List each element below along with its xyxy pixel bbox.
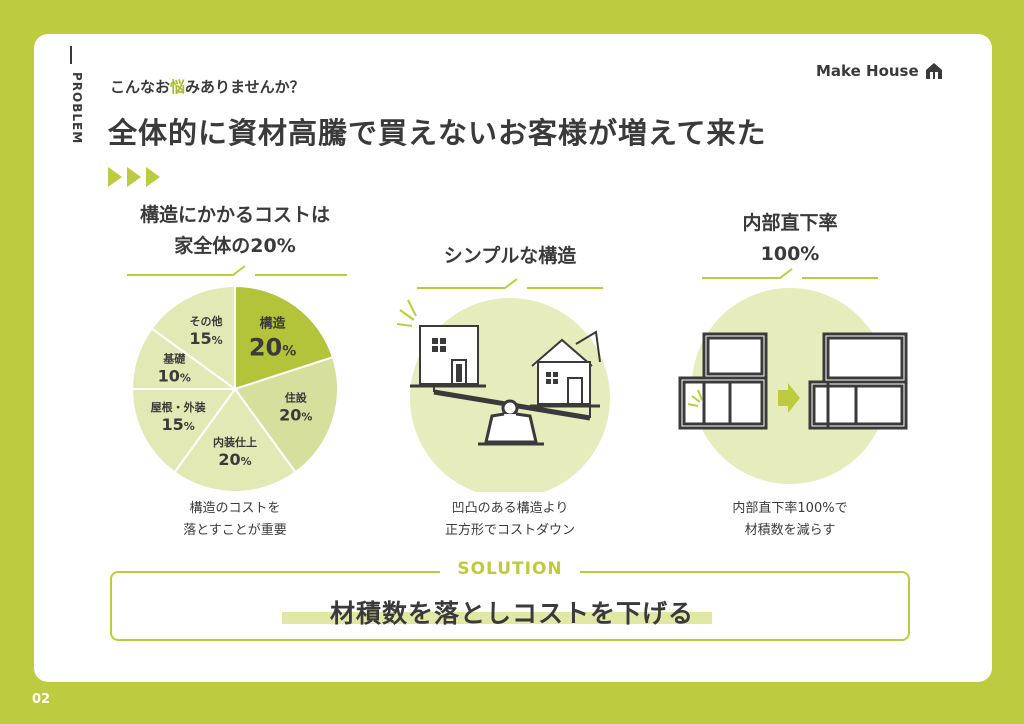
pie-slice-2 <box>173 387 297 493</box>
section-label: PROBLEM <box>70 72 84 145</box>
frame-before-icon <box>678 332 768 430</box>
triple-arrow-icon <box>108 167 160 187</box>
pie-value-3: 15% <box>161 415 194 434</box>
column-1-heading-line1: 構造にかかるコストは <box>139 204 330 226</box>
page-title: 全体的に資材高騰で買えないお客様が増えて来た <box>108 116 767 150</box>
column-3-illustration <box>678 288 908 484</box>
column-1-heading-underline <box>127 265 347 276</box>
column-1-heading: 構造にかかるコストは 家全体の20% <box>100 200 370 262</box>
solution-text: 材積数を落としコストを下げる <box>329 599 694 628</box>
column-3-caption: 内部直下率100%で 材積数を減らす <box>690 498 890 542</box>
pie-slice-1 <box>233 355 339 474</box>
balance-scale-icon <box>396 298 610 492</box>
pie-slice-0 <box>234 284 335 391</box>
pie-label-0: 構造 <box>260 315 287 331</box>
pie-value-5: 15% <box>189 329 222 348</box>
brand-logo: Make House <box>816 62 944 80</box>
solution-highlight <box>282 612 712 624</box>
column-2-heading: シンプルな構造 <box>390 241 630 272</box>
box-house-icon <box>419 325 479 385</box>
column-3-heading: 内部直下率 100% <box>690 208 890 270</box>
pie-slice-3 <box>130 388 237 474</box>
column-2-heading-underline <box>417 278 603 289</box>
pie-label-1: 住設 <box>285 391 308 405</box>
subtitle-highlight: 悩 <box>170 78 186 96</box>
pie-value-1: 20% <box>279 406 312 425</box>
column-2-caption-line1: 凹凸のある構造より <box>451 501 569 516</box>
page-number: 02 <box>32 692 51 707</box>
subtitle-after: みありませんか？ <box>185 78 305 96</box>
pie-slice-5 <box>150 284 236 391</box>
section-divider <box>70 46 72 64</box>
column-2-caption: 凹凸のある構造より 正方形でコストダウン <box>400 498 620 542</box>
column-2-caption-line2: 正方形でコストダウン <box>444 523 575 538</box>
page-subtitle: こんなお悩みありませんか？ <box>110 76 305 97</box>
pie-label-5: その他 <box>190 314 223 328</box>
column-1-caption: 構造のコストを 落とすことが重要 <box>140 498 330 542</box>
column-3-heading-line1: 内部直下率 <box>742 212 838 234</box>
column-1-heading-line2: 家全体の20% <box>174 235 296 257</box>
column-1-caption-line1: 構造のコストを <box>189 501 281 516</box>
pie-value-4: 10% <box>158 366 191 385</box>
pie-label-3: 屋根・外装 <box>151 400 206 414</box>
column-3-heading-line2: 100% <box>760 243 820 265</box>
column-3-heading-underline <box>702 268 878 279</box>
house-logo-icon <box>925 63 942 79</box>
subtitle-before: こんなお <box>110 78 171 96</box>
pie-value-0: 20% <box>249 333 296 361</box>
solution-label: SOLUTION <box>440 559 580 579</box>
column-2-heading-line1: シンプルな構造 <box>443 245 577 267</box>
column-1-caption-line2: 落とすことが重要 <box>183 523 287 538</box>
pie-value-2: 20% <box>218 450 251 469</box>
gable-house-icon <box>531 330 601 405</box>
right-arrow-icon <box>778 383 800 413</box>
brand-name: Make House <box>816 62 919 80</box>
column-3-caption-line2: 材積数を減らす <box>744 523 836 538</box>
column-3-caption-line1: 内部直下率100%で <box>732 501 848 516</box>
pie-label-2: 内装仕上 <box>213 435 257 449</box>
pie-label-4: 基礎 <box>162 351 186 365</box>
frame-after-icon <box>808 332 908 430</box>
